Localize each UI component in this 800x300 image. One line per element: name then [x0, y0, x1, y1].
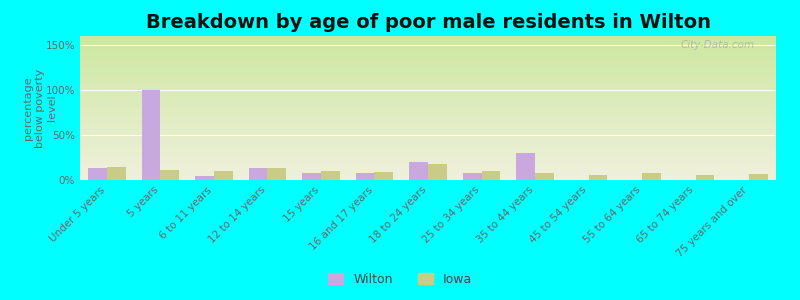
Bar	[267, 168, 286, 180]
Y-axis label: percentage
below poverty
level: percentage below poverty level	[23, 68, 57, 148]
Bar	[214, 171, 233, 180]
Bar	[535, 173, 554, 180]
Bar	[160, 170, 179, 180]
Bar	[589, 175, 607, 180]
Text: City-Data.com: City-Data.com	[681, 40, 755, 50]
Bar	[428, 164, 446, 180]
Legend: Wilton, Iowa: Wilton, Iowa	[323, 268, 477, 291]
Bar	[195, 176, 214, 180]
Bar	[462, 173, 482, 180]
Bar	[88, 168, 106, 180]
Bar	[410, 162, 428, 180]
Bar	[374, 172, 394, 180]
Bar	[302, 173, 321, 180]
Bar	[750, 174, 768, 180]
Bar	[642, 173, 661, 180]
Bar	[516, 153, 535, 180]
Bar	[321, 171, 340, 180]
Bar	[356, 173, 374, 180]
Bar	[696, 175, 714, 180]
Bar	[106, 167, 126, 180]
Bar	[482, 171, 500, 180]
Title: Breakdown by age of poor male residents in Wilton: Breakdown by age of poor male residents …	[146, 13, 710, 32]
Bar	[249, 168, 267, 180]
Bar	[142, 90, 160, 180]
